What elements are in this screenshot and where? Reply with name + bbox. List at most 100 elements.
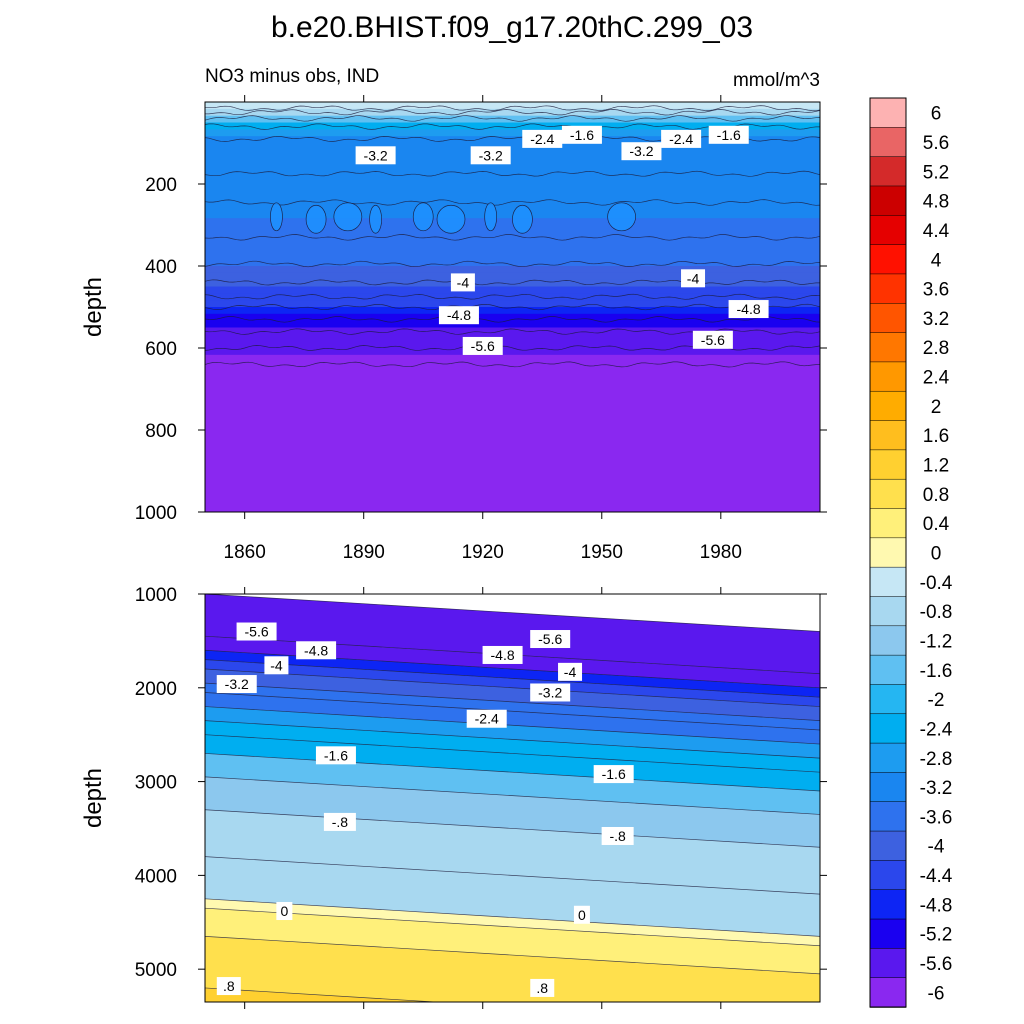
contour-label-box [462, 336, 503, 355]
contour-label: -1.6 [717, 127, 741, 143]
contour-label-box [216, 977, 241, 996]
contour-label: -5.6 [701, 332, 725, 348]
upper-fill-band [205, 471, 820, 479]
lower-depth-panel: -5.6-4.8-4-3.2-5.6-4.8-4-3.2-2.4-1.6-1.6… [80, 585, 827, 1009]
colorbar-label: -4.4 [920, 866, 953, 887]
contour-label: -3.2 [364, 147, 388, 163]
contour-label: -.8 [609, 828, 626, 844]
colorbar-label: -5.2 [920, 925, 953, 946]
colorbar-label: 5.6 [923, 133, 949, 154]
upper-fill-band [205, 395, 820, 404]
contour-label-box [470, 146, 511, 165]
lower-contour-line [205, 898, 820, 937]
upper-contour-blob [270, 202, 283, 232]
chart-title: b.e20.BHIST.f09_g17.20thC.299_03 [271, 11, 753, 44]
upper-fill-band [205, 334, 820, 342]
x-tick-label: 1920 [462, 542, 504, 563]
y-tick-label: 2000 [135, 679, 177, 700]
lower-fill-band [205, 776, 820, 848]
colorbar-swatch [869, 625, 907, 656]
contour-label: -3.2 [479, 147, 503, 163]
contour-label-box [216, 675, 257, 694]
lower-fill-band [205, 706, 820, 759]
colorbar-swatch [869, 185, 907, 217]
colorbar-label: 2.4 [923, 368, 950, 389]
upper-fill-band [205, 156, 820, 165]
lower-fill-band [205, 936, 820, 1002]
upper-fill-band [205, 238, 820, 247]
colorbar-swatch [869, 948, 907, 979]
colorbar-swatch [869, 596, 907, 627]
upper-fill-band [205, 231, 820, 240]
colorbar-swatch [869, 361, 907, 392]
upper-fill-band [205, 177, 820, 185]
upper-contour-blob [412, 202, 434, 232]
upper-fill-band [205, 430, 820, 438]
contour-label-box [728, 300, 769, 319]
colorbar-label: -3.6 [920, 807, 953, 828]
colorbar-swatch [869, 977, 907, 1008]
colorbar-swatch [869, 478, 907, 510]
upper-fill-band [205, 409, 820, 417]
colorbar-swatch [869, 244, 907, 275]
upper-fill-band [205, 320, 820, 329]
upper-fill-band [205, 225, 820, 233]
lower-contour-line [205, 935, 820, 975]
upper-fill-band [205, 450, 820, 458]
colorbar-label: -1.6 [920, 661, 953, 682]
upper-contour-blob [369, 204, 382, 234]
upper-fill-band [205, 313, 820, 322]
lower-fill-band [205, 720, 820, 773]
colorbar-label: 3.6 [923, 280, 949, 301]
contour-label: -3.2 [538, 684, 562, 700]
y-tick-label: 800 [145, 421, 177, 442]
y-tick-label: 3000 [135, 773, 177, 794]
lower-axes: 1000 2000 3000 4000 5000 [135, 585, 827, 1009]
upper-fill-band [205, 122, 820, 130]
lower-contour-line [205, 734, 820, 773]
y-tick-label: 600 [145, 339, 177, 360]
upper-fill-band [205, 402, 820, 411]
colorbar-label: -0.4 [920, 573, 953, 594]
colorbar-label: -5.6 [920, 954, 953, 975]
upper-fill-band [205, 286, 820, 294]
colorbar-swatch [869, 449, 907, 480]
colorbar-label: -0.8 [920, 602, 953, 623]
upper-contour-blob [607, 202, 636, 232]
contour-label: .8 [223, 978, 235, 994]
colorbar-label: 0.8 [923, 485, 949, 506]
contour-label-box [438, 306, 479, 325]
colorbar-swatch [869, 332, 907, 363]
upper-fill-band [205, 368, 820, 376]
contour-label: 0 [280, 903, 288, 919]
colorbar-label: 2 [931, 397, 942, 418]
colorbar-label: -2.4 [920, 719, 953, 740]
colorbar-swatch [869, 390, 907, 422]
contour-label: -3.2 [225, 676, 249, 692]
lower-contour-line [205, 594, 820, 632]
colorbar-swatch [869, 566, 907, 598]
lower-contour-line [205, 706, 820, 745]
lower-contour-fill [205, 594, 820, 1002]
contour-label-box [296, 641, 337, 660]
lower-fill-band [205, 659, 820, 707]
contour-label: -4 [270, 657, 283, 673]
colorbar-swatch [869, 742, 907, 774]
contour-label-box [593, 765, 634, 784]
upper-contour-line [205, 260, 820, 268]
colorbar-label: 3.2 [923, 309, 949, 330]
contour-label-box [561, 125, 602, 144]
upper-fill-band [205, 266, 820, 274]
upper-contour-blob [484, 202, 498, 232]
colorbar-swatch [869, 684, 907, 715]
upper-fill-band [205, 443, 820, 452]
colorbar-label: 0.4 [923, 514, 950, 535]
upper-fill-band [205, 348, 820, 356]
upper-contour-fill [205, 102, 820, 512]
colorbar-swatch [869, 830, 907, 862]
lower-contour-line [205, 987, 442, 1002]
colorbar-label: -4.8 [920, 895, 953, 916]
colorbar-label: 1.2 [923, 456, 949, 477]
lower-contour-line [205, 668, 820, 707]
contour-label: -2.4 [530, 131, 554, 147]
